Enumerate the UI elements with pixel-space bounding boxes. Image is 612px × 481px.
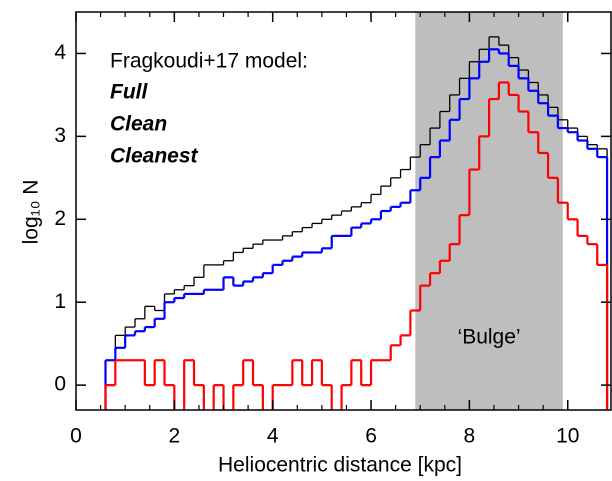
- y-tick-label: 3: [54, 124, 66, 147]
- x-tick-label: 0: [70, 425, 82, 448]
- legend-title: Fragkoudi+17 model:: [110, 50, 308, 73]
- y-tick-label: 4: [54, 41, 66, 64]
- histogram-series: [104, 81, 609, 410]
- x-tick-label: 4: [267, 425, 279, 448]
- y-axis-label: log₁₀ N: [20, 180, 43, 245]
- legend-entry: Full: [110, 81, 148, 104]
- shaded-region: [415, 12, 563, 410]
- x-tick-label: 10: [556, 425, 579, 448]
- legend-entry: Clean: [110, 113, 167, 136]
- y-tick-label: 1: [54, 290, 66, 313]
- legend-entry: Cleanest: [110, 145, 199, 168]
- x-tick-label: 8: [464, 425, 476, 448]
- x-tick-label: 2: [169, 425, 181, 448]
- y-tick-label: 2: [54, 207, 66, 230]
- x-tick-label: 6: [365, 425, 377, 448]
- plot-frame: [75, 11, 612, 411]
- x-axis-label: Heliocentric distance [kpc]: [218, 454, 462, 477]
- region-label: ‘Bulge’: [458, 326, 521, 349]
- y-tick-label: 0: [54, 373, 66, 396]
